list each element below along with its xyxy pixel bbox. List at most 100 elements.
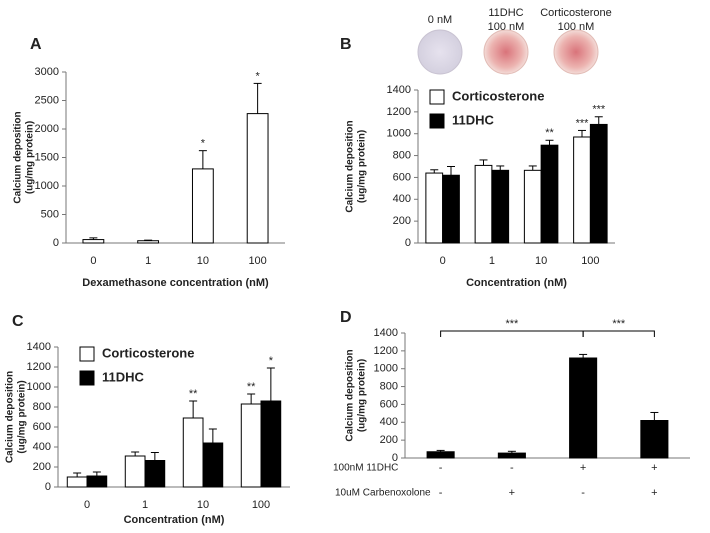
table-row-label: 10uM Carbenoxolone bbox=[335, 488, 431, 499]
y-tick-label: 2500 bbox=[35, 94, 59, 106]
y-tick-label: 400 bbox=[393, 193, 411, 205]
y-tick-label: 0 bbox=[53, 237, 59, 249]
dish-image bbox=[483, 29, 529, 75]
bar bbox=[240, 403, 262, 488]
legend-swatch bbox=[79, 346, 95, 362]
bar bbox=[246, 113, 269, 244]
bar bbox=[66, 476, 88, 488]
legend-swatch bbox=[429, 89, 445, 105]
bar bbox=[589, 123, 608, 244]
bar bbox=[491, 169, 510, 244]
x-tick-label: 1 bbox=[145, 255, 151, 267]
y-axis-label: (ug/mg protein) bbox=[357, 359, 368, 432]
y-tick-label: 1400 bbox=[27, 341, 51, 353]
legend-swatch bbox=[79, 370, 95, 386]
bracket-label: *** bbox=[612, 318, 626, 330]
y-axis-label: Calcium deposition bbox=[345, 120, 356, 212]
x-tick-label: 10 bbox=[197, 255, 209, 267]
table-cell: - bbox=[439, 462, 443, 474]
y-tick-label: 1200 bbox=[374, 345, 398, 357]
bar bbox=[426, 451, 455, 459]
y-tick-label: 200 bbox=[33, 461, 51, 473]
bar bbox=[144, 460, 166, 488]
y-tick-label: 800 bbox=[380, 380, 398, 392]
x-tick-label: 1 bbox=[489, 255, 495, 267]
y-tick-label: 3000 bbox=[35, 66, 59, 78]
image-label: 100 nM bbox=[558, 21, 595, 33]
significance-label: *** bbox=[592, 104, 606, 116]
y-tick-label: 200 bbox=[393, 215, 411, 227]
bar bbox=[124, 455, 146, 488]
table-cell: - bbox=[510, 462, 514, 474]
x-tick-label: 0 bbox=[440, 255, 446, 267]
x-tick-label: 0 bbox=[84, 499, 90, 511]
panel-label: C bbox=[12, 313, 24, 330]
x-axis-label: Concentration (nM) bbox=[466, 277, 567, 289]
bar bbox=[569, 357, 598, 459]
x-tick-label: 100 bbox=[581, 255, 599, 267]
y-tick-label: 1000 bbox=[27, 381, 51, 393]
legend-label: 11DHC bbox=[452, 112, 495, 127]
y-axis-label: Calcium deposition bbox=[13, 111, 24, 203]
bar bbox=[191, 168, 214, 244]
x-tick-label: 10 bbox=[535, 255, 547, 267]
y-tick-label: 800 bbox=[33, 401, 51, 413]
bracket-label: *** bbox=[505, 318, 519, 330]
table-cell: - bbox=[581, 487, 585, 499]
bar bbox=[82, 239, 105, 244]
legend-label: Corticosterone bbox=[452, 88, 544, 103]
y-axis-label: Calcium deposition bbox=[345, 349, 356, 441]
significance-label: * bbox=[269, 355, 274, 367]
y-tick-label: 800 bbox=[393, 149, 411, 161]
legend-swatch bbox=[429, 113, 445, 129]
bar bbox=[497, 452, 526, 459]
bar bbox=[573, 136, 591, 244]
table-cell: - bbox=[439, 487, 443, 499]
table-cell: + bbox=[651, 487, 657, 499]
y-axis-label: (ug/mg protein) bbox=[357, 130, 368, 203]
significance-label: ** bbox=[545, 127, 554, 139]
y-tick-label: 2000 bbox=[35, 123, 59, 135]
bar bbox=[425, 172, 444, 244]
table-cell: + bbox=[509, 487, 515, 499]
bar bbox=[640, 420, 669, 459]
bar bbox=[474, 164, 493, 244]
image-label: 100 nM bbox=[488, 21, 525, 33]
y-axis-label: (ug/mg protein) bbox=[17, 380, 28, 453]
significance-bracket bbox=[440, 330, 584, 337]
significance-label: ** bbox=[247, 381, 256, 393]
y-tick-label: 0 bbox=[45, 481, 51, 493]
legend-label: 11DHC bbox=[102, 369, 145, 384]
table-cell: + bbox=[580, 462, 586, 474]
image-label: 0 nM bbox=[428, 14, 452, 26]
y-tick-label: 1500 bbox=[35, 151, 59, 163]
legend-label: Corticosterone bbox=[102, 345, 194, 360]
significance-label: * bbox=[255, 70, 260, 82]
y-tick-label: 200 bbox=[380, 434, 398, 446]
bar bbox=[86, 475, 108, 488]
significance-label: * bbox=[201, 138, 206, 150]
bar bbox=[442, 174, 460, 244]
y-tick-label: 1000 bbox=[35, 180, 59, 192]
x-tick-label: 0 bbox=[90, 255, 96, 267]
x-tick-label: 1 bbox=[142, 499, 148, 511]
y-axis-label: (ug/mg protein) bbox=[25, 121, 36, 194]
bar bbox=[260, 400, 282, 488]
x-tick-label: 100 bbox=[248, 255, 266, 267]
y-axis-label: Calcium deposition bbox=[5, 371, 16, 463]
bar bbox=[182, 417, 204, 488]
y-tick-label: 0 bbox=[392, 452, 398, 464]
x-tick-label: 100 bbox=[252, 499, 270, 511]
panel-label: B bbox=[340, 36, 352, 53]
panel-label: A bbox=[30, 36, 42, 53]
y-tick-label: 1200 bbox=[27, 361, 51, 373]
y-tick-label: 400 bbox=[33, 441, 51, 453]
table-cell: + bbox=[651, 462, 657, 474]
significance-bracket bbox=[582, 330, 655, 337]
y-tick-label: 1400 bbox=[374, 327, 398, 339]
y-tick-label: 0 bbox=[405, 237, 411, 249]
y-tick-label: 600 bbox=[380, 398, 398, 410]
bar bbox=[523, 169, 542, 244]
significance-label: ** bbox=[189, 388, 198, 400]
